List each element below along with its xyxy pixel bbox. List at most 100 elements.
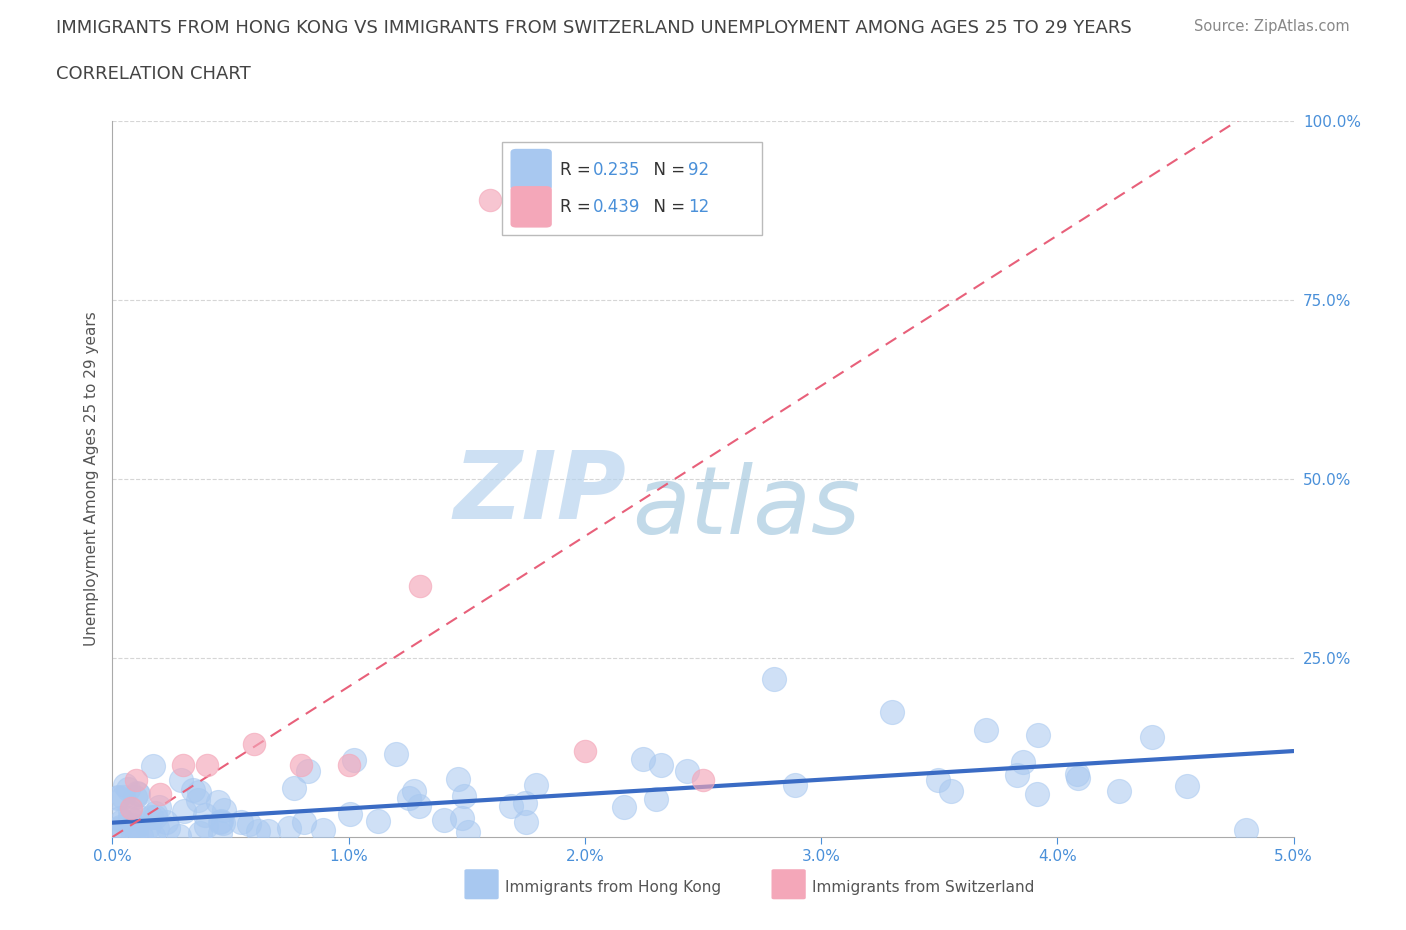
Point — [398, 790, 420, 805]
FancyBboxPatch shape — [502, 142, 762, 235]
Point — [447, 771, 470, 786]
Point — [1005, 767, 1028, 782]
Point — [145, 805, 167, 820]
Point — [110, 811, 132, 826]
Point — [574, 744, 596, 759]
Point — [385, 747, 408, 762]
Point — [142, 829, 165, 844]
Point — [121, 826, 143, 841]
Text: 0.439: 0.439 — [593, 198, 641, 216]
Point — [207, 795, 229, 810]
Point — [172, 758, 194, 773]
Point — [127, 786, 149, 801]
Point — [169, 829, 191, 844]
Point — [129, 829, 152, 844]
Point — [1234, 822, 1257, 837]
Point — [692, 772, 714, 787]
Point — [124, 790, 146, 804]
Text: N =: N = — [643, 198, 690, 216]
Point — [433, 813, 456, 828]
Text: Source: ZipAtlas.com: Source: ZipAtlas.com — [1194, 19, 1350, 33]
Point — [148, 800, 170, 815]
Point — [188, 784, 211, 799]
Point — [145, 820, 167, 835]
Point — [125, 824, 148, 839]
Point — [1011, 754, 1033, 769]
Point — [645, 791, 668, 806]
Point — [120, 804, 142, 819]
Point — [1175, 778, 1198, 793]
Point — [188, 826, 211, 841]
Point — [107, 790, 129, 804]
Point — [121, 817, 143, 832]
Point — [1140, 729, 1163, 744]
Point — [290, 758, 312, 773]
Point — [155, 814, 177, 829]
Point — [105, 790, 128, 805]
Point — [613, 800, 636, 815]
Text: ZIP: ZIP — [453, 447, 626, 539]
Point — [1026, 787, 1049, 802]
Point — [408, 578, 430, 594]
FancyBboxPatch shape — [510, 149, 551, 191]
Text: CORRELATION CHART: CORRELATION CHART — [56, 65, 252, 83]
Point — [149, 787, 172, 802]
Point — [453, 788, 475, 803]
Point — [209, 815, 232, 830]
Point — [762, 672, 785, 687]
Y-axis label: Unemployment Among Ages 25 to 29 years: Unemployment Among Ages 25 to 29 years — [83, 312, 98, 646]
Point — [499, 798, 522, 813]
Point — [181, 783, 204, 798]
Point — [209, 825, 232, 840]
Point — [173, 804, 195, 818]
Point — [939, 783, 962, 798]
Point — [128, 809, 150, 824]
Point — [194, 807, 217, 822]
Point — [515, 815, 537, 830]
Point — [676, 764, 699, 779]
Point — [297, 764, 319, 778]
Point — [927, 773, 949, 788]
Point — [367, 813, 389, 828]
Point — [111, 814, 134, 829]
Point — [229, 815, 252, 830]
Point — [976, 722, 998, 737]
Point — [513, 795, 536, 810]
Point — [156, 820, 179, 835]
Point — [1026, 727, 1049, 742]
Point — [450, 810, 472, 825]
Text: atlas: atlas — [633, 462, 860, 553]
Point — [343, 752, 366, 767]
Point — [880, 704, 903, 719]
Point — [142, 758, 165, 773]
Text: 92: 92 — [688, 161, 709, 179]
Point — [292, 815, 315, 830]
Point — [120, 811, 142, 826]
Point — [526, 777, 548, 792]
Point — [283, 781, 305, 796]
Point — [125, 785, 148, 800]
Point — [238, 817, 260, 831]
Point — [650, 758, 672, 773]
Point — [120, 801, 142, 816]
Point — [117, 781, 139, 796]
FancyBboxPatch shape — [772, 870, 806, 899]
Point — [277, 820, 299, 835]
Point — [339, 807, 361, 822]
Point — [112, 790, 135, 804]
Point — [104, 825, 127, 840]
Point — [1066, 766, 1088, 781]
Point — [194, 819, 217, 834]
Text: N =: N = — [643, 161, 690, 179]
Text: R =: R = — [560, 161, 596, 179]
Text: Immigrants from Hong Kong: Immigrants from Hong Kong — [505, 880, 721, 895]
Text: Immigrants from Switzerland: Immigrants from Switzerland — [811, 880, 1033, 895]
Text: 0.235: 0.235 — [593, 161, 641, 179]
FancyBboxPatch shape — [510, 186, 551, 228]
Point — [408, 799, 430, 814]
Point — [125, 819, 148, 834]
Point — [136, 819, 159, 834]
Point — [631, 751, 654, 766]
Text: R =: R = — [560, 198, 596, 216]
FancyBboxPatch shape — [464, 870, 499, 899]
